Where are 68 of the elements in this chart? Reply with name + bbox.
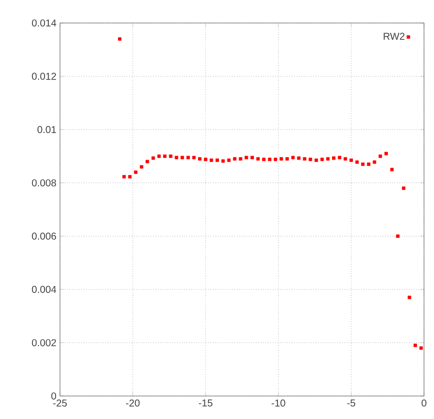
y-tick-label: 0.006 — [32, 232, 56, 240]
y-tick-label: 0.012 — [32, 72, 56, 80]
point — [157, 154, 161, 158]
point — [128, 175, 132, 178]
y-tick-label: 0 — [51, 392, 56, 400]
point — [146, 160, 150, 164]
point — [314, 158, 318, 162]
x-tick-label: -15 — [198, 400, 212, 406]
point — [134, 170, 138, 174]
point — [174, 156, 178, 160]
y-tick-label: 0.014 — [32, 19, 56, 27]
point — [332, 156, 336, 160]
point — [268, 158, 272, 162]
point — [396, 234, 400, 238]
point — [384, 152, 388, 156]
point — [350, 158, 353, 162]
point — [122, 175, 126, 178]
point — [262, 158, 266, 162]
point — [355, 160, 359, 164]
x-tick-label: -25 — [53, 400, 67, 407]
point — [250, 156, 254, 160]
point — [151, 156, 155, 160]
point — [414, 344, 417, 348]
point — [419, 346, 423, 350]
point — [326, 157, 330, 161]
point — [291, 156, 295, 160]
point — [280, 157, 284, 161]
point — [274, 158, 278, 162]
x-tick-label: 0 — [422, 400, 426, 407]
point — [198, 157, 202, 161]
point — [402, 186, 406, 190]
point — [221, 159, 225, 163]
point — [372, 160, 376, 164]
point — [361, 162, 365, 166]
point — [186, 156, 190, 160]
point — [338, 156, 342, 160]
point — [408, 296, 412, 300]
point — [285, 157, 289, 161]
x-tick-label: -5 — [347, 400, 356, 406]
point — [192, 156, 196, 160]
point — [256, 157, 260, 161]
point — [210, 158, 214, 162]
point — [320, 158, 324, 162]
point — [302, 157, 306, 161]
point — [163, 154, 167, 158]
point — [378, 154, 382, 158]
y-tick-label: 0.01 — [37, 126, 56, 134]
point — [168, 154, 172, 158]
point — [204, 158, 208, 162]
point — [140, 165, 144, 169]
point — [297, 156, 300, 160]
point — [233, 157, 236, 161]
y-tick-label: 0.002 — [32, 339, 56, 346]
point — [118, 37, 122, 41]
point — [227, 158, 231, 162]
legend-label: RW2 — [384, 32, 404, 40]
x-tick-label: -20 — [126, 400, 140, 407]
x-tick-label: -10 — [272, 400, 286, 407]
point — [216, 158, 219, 162]
y-tick-label: 0.008 — [32, 179, 56, 186]
point — [344, 157, 348, 161]
point — [366, 162, 370, 166]
point — [238, 157, 242, 161]
point — [308, 158, 312, 162]
point — [390, 168, 394, 172]
y-tick-label: 0.004 — [32, 286, 56, 293]
point — [244, 156, 248, 160]
point — [180, 156, 184, 160]
